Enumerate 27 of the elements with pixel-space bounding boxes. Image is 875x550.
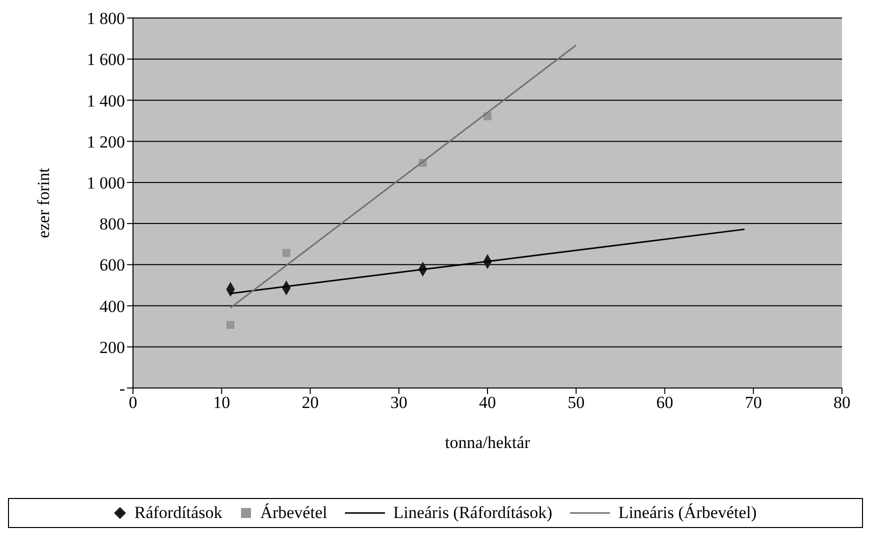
y-tick-label: 400 [100, 296, 125, 316]
x-tick-label: 80 [834, 393, 850, 412]
x-axis-title: tonna/hektár [445, 433, 530, 452]
y-axis-title: ezer forint [34, 168, 54, 238]
x-tick-label: 50 [568, 393, 585, 412]
x-tick-label: 20 [302, 393, 319, 412]
legend-label: Ráfordítások [133, 503, 222, 523]
y-tick-label: 1 400 [86, 91, 125, 110]
y-tick-label: - [119, 379, 126, 398]
y-tick-label: 800 [100, 214, 125, 234]
legend-label: Lineáris (Ráfordítások) [392, 503, 552, 523]
y-tick-label: 600 [100, 256, 125, 275]
y-tick-label: 1 000 [86, 173, 125, 192]
x-tick-label: 40 [479, 393, 496, 412]
x-tick-label: 60 [656, 393, 674, 412]
point [282, 248, 290, 257]
x-tick-label: 30 [390, 393, 408, 412]
legend-label: Lineáris (Árbevétel) [617, 503, 757, 523]
y-tick-label: 1 600 [86, 50, 125, 70]
x-tick-label: 70 [744, 393, 762, 412]
y-tick-label: 1 800 [86, 9, 125, 28]
x-tick-label: 0 [128, 393, 138, 412]
legend-label: Árbevétel [259, 503, 328, 523]
y-tick-label: 200 [100, 338, 125, 357]
point [226, 320, 234, 329]
y-tick-label: 1 200 [86, 132, 125, 152]
x-tick-label: 10 [213, 393, 230, 412]
